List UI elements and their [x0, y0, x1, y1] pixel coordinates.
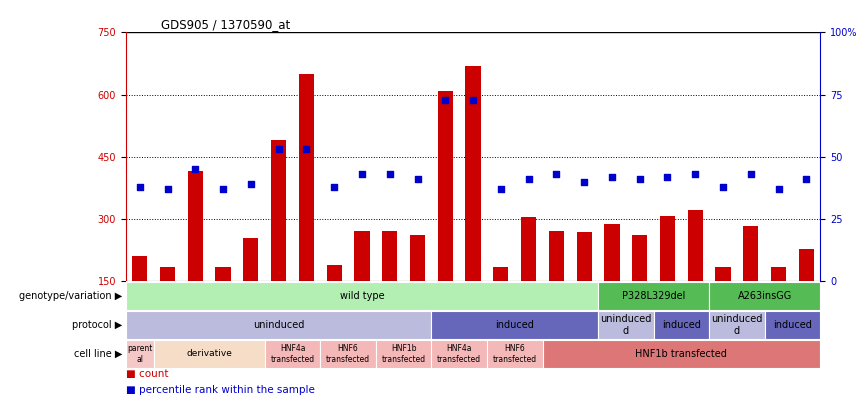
Point — [466, 96, 480, 103]
Bar — [265, 340, 320, 368]
Text: P328L329del: P328L329del — [621, 291, 686, 301]
Point — [216, 186, 230, 192]
Point — [272, 146, 286, 153]
Bar — [154, 340, 265, 368]
Point — [633, 176, 647, 182]
Text: wild type: wild type — [339, 291, 385, 301]
Point — [188, 166, 202, 173]
Bar — [382, 230, 398, 281]
Bar — [521, 217, 536, 281]
Text: uninduced
d: uninduced d — [711, 314, 763, 336]
Text: induced: induced — [773, 320, 812, 330]
Bar — [376, 340, 431, 368]
Text: derivative: derivative — [187, 350, 232, 358]
Bar — [604, 224, 620, 281]
Point — [772, 186, 786, 192]
Point — [161, 186, 174, 192]
Point — [716, 183, 730, 190]
Point — [327, 183, 341, 190]
Text: HNF4a
transfected: HNF4a transfected — [271, 344, 314, 364]
Point — [355, 171, 369, 177]
Text: ■ percentile rank within the sample: ■ percentile rank within the sample — [126, 385, 315, 395]
Bar — [160, 267, 175, 281]
Point — [522, 176, 536, 182]
Point — [799, 176, 813, 182]
Bar — [126, 281, 598, 310]
Bar — [299, 74, 314, 281]
Point — [383, 171, 397, 177]
Bar — [320, 340, 376, 368]
Bar — [576, 232, 592, 281]
Text: HNF1b
transfected: HNF1b transfected — [382, 344, 425, 364]
Bar — [215, 267, 231, 281]
Point — [133, 183, 147, 190]
Point — [549, 171, 563, 177]
Bar — [660, 215, 675, 281]
Bar — [465, 66, 481, 281]
Point — [577, 178, 591, 185]
Bar — [709, 311, 765, 339]
Point — [244, 181, 258, 188]
Bar — [271, 140, 286, 281]
Bar — [326, 265, 342, 281]
Text: protocol ▶: protocol ▶ — [72, 320, 122, 330]
Bar — [493, 267, 509, 281]
Text: genotype/variation ▶: genotype/variation ▶ — [19, 291, 122, 301]
Text: ■ count: ■ count — [126, 369, 168, 379]
Text: HNF6
transfected: HNF6 transfected — [326, 344, 370, 364]
Point — [438, 96, 452, 103]
Bar — [799, 249, 814, 281]
Bar — [431, 311, 598, 339]
Text: A263insGG: A263insGG — [738, 291, 792, 301]
Text: uninduced: uninduced — [253, 320, 305, 330]
Point — [411, 176, 424, 182]
Bar — [431, 340, 487, 368]
Bar — [654, 311, 709, 339]
Text: HNF6
transfected: HNF6 transfected — [493, 344, 536, 364]
Bar — [765, 311, 820, 339]
Bar — [715, 267, 731, 281]
Text: induced: induced — [662, 320, 700, 330]
Bar — [549, 230, 564, 281]
Text: induced: induced — [496, 320, 534, 330]
Bar — [126, 311, 431, 339]
Point — [744, 171, 758, 177]
Text: cell line ▶: cell line ▶ — [74, 349, 122, 359]
Bar — [132, 256, 148, 281]
Bar — [126, 340, 154, 368]
Bar — [743, 226, 759, 281]
Bar — [187, 171, 203, 281]
Bar — [771, 267, 786, 281]
Bar — [632, 234, 648, 281]
Point — [688, 171, 702, 177]
Text: GDS905 / 1370590_at: GDS905 / 1370590_at — [161, 18, 290, 31]
Text: HNF1b transfected: HNF1b transfected — [635, 349, 727, 359]
Point — [299, 146, 313, 153]
Bar — [542, 340, 820, 368]
Bar — [354, 230, 370, 281]
Bar — [487, 340, 542, 368]
Bar — [598, 281, 709, 310]
Text: HNF4a
transfected: HNF4a transfected — [437, 344, 481, 364]
Bar — [687, 210, 703, 281]
Point — [661, 173, 674, 180]
Text: parent
al: parent al — [127, 344, 153, 364]
Bar — [709, 281, 820, 310]
Bar — [598, 311, 654, 339]
Bar — [243, 238, 259, 281]
Bar — [437, 91, 453, 281]
Point — [494, 186, 508, 192]
Bar — [410, 234, 425, 281]
Point — [605, 173, 619, 180]
Text: uninduced
d: uninduced d — [600, 314, 652, 336]
